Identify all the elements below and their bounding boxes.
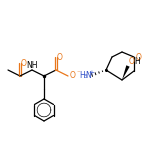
Text: +: + — [88, 70, 94, 76]
Text: ⁻: ⁻ — [76, 70, 80, 76]
Text: H: H — [134, 57, 140, 67]
Text: O: O — [129, 57, 135, 67]
Text: O: O — [70, 71, 76, 79]
Polygon shape — [122, 65, 130, 80]
Text: H: H — [79, 71, 85, 79]
Text: O: O — [136, 54, 142, 62]
Text: N: N — [85, 71, 91, 79]
Text: NH: NH — [26, 60, 38, 69]
Text: O: O — [21, 59, 27, 67]
Text: O: O — [57, 52, 63, 62]
Text: 3: 3 — [83, 74, 87, 78]
